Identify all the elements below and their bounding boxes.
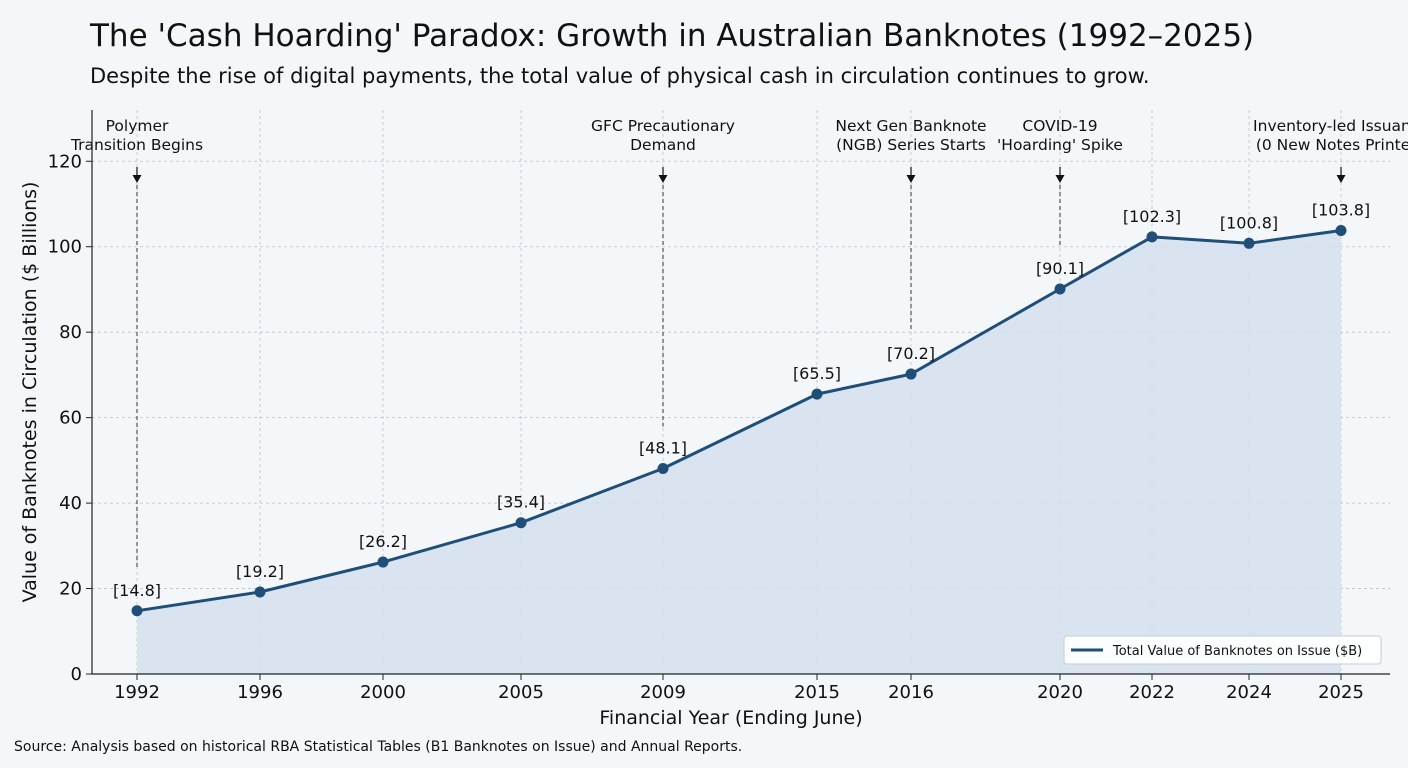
annotation-text: Inventory-led Issuance [1253,117,1408,135]
x-tick-label: 1996 [237,682,283,703]
data-label: [14.8] [113,581,161,600]
x-tick-label: 2024 [1226,682,1272,703]
annotation: Next Gen Banknote(NGB) Series Starts [835,117,987,333]
y-tick-label: 20 [59,579,82,600]
x-tick-label: 2000 [360,682,406,703]
data-label: [100.8] [1220,213,1278,232]
x-tick-label: 2025 [1318,682,1364,703]
data-point [254,586,266,598]
x-axis-label: Financial Year (Ending June) [599,707,862,729]
axes: 0 20 40 60 80 100 120 1992 1996 2000 2005 2009 2015 2… [19,110,1390,729]
x-tick-label: 2020 [1037,682,1083,703]
chart-subtitle: Despite the rise of digital payments, th… [90,64,1150,88]
y-tick-label: 80 [59,322,82,343]
annotation-text: COVID-19 [1022,117,1097,135]
data-point [1335,224,1347,236]
legend-label: Total Value of Banknotes on Issue ($B) [1112,644,1362,659]
data-label: [26.2] [359,532,407,551]
source-note: Source: Analysis based on historical RBA… [14,739,743,755]
y-tick-label: 0 [71,664,82,685]
y-axis-label: Value of Banknotes in Circulation ($ Bil… [19,182,41,603]
x-tick-label: 2005 [498,682,544,703]
data-label: [90.1] [1036,259,1084,278]
annotation-text: 'Hoarding' Spike [997,136,1123,154]
y-tick-label: 40 [59,493,82,514]
legend-frame [1063,635,1382,665]
annotation: COVID-19'Hoarding' Spike [997,117,1123,248]
legend-box: Total Value of Banknotes on Issue ($B) [1063,635,1382,665]
area-layer [137,230,1341,674]
annotation-text: (0 New Notes Printed) [1256,136,1408,154]
data-label: [65.5] [793,364,841,383]
data-label: [70.2] [887,344,935,363]
annotation-arrowhead [906,175,916,183]
data-point [1054,283,1066,295]
y-tick-label: 100 [48,237,82,258]
data-point [1243,237,1255,249]
annotation-arrowhead [1336,175,1346,183]
x-tick-label: 2009 [640,682,686,703]
annotation-arrowhead [132,175,142,183]
annotation-arrowhead [658,175,668,183]
data-label: [19.2] [236,562,284,581]
data-label: [102.3] [1123,207,1181,226]
annotation-arrowhead [1055,175,1065,183]
data-label: [35.4] [497,493,545,512]
data-point [905,368,917,380]
y-tick-label: 60 [59,408,82,429]
data-point [1146,231,1158,243]
annotation-text: Polymer [106,117,169,135]
chart-title: The 'Cash Hoarding' Paradox: Growth in A… [90,18,1255,54]
x-tick-label: 1992 [114,682,160,703]
area-fill [137,230,1341,674]
data-point [131,605,143,617]
annotation-text: (NGB) Series Starts [836,136,986,154]
data-point [657,462,669,474]
data-point [811,388,823,400]
data-point [377,556,389,568]
x-tick-label: 2016 [888,682,934,703]
series-layer: [14.8] [19.2] [26.2] [35.4] [48.1] [65.5] [70.… [113,200,1370,617]
x-tick-label: 2022 [1129,682,1175,703]
y-tick-label: 120 [48,151,82,172]
annotation: Inventory-led Issuance(0 New Notes Print… [1253,117,1408,183]
annotation-text: Transition Begins [70,136,203,154]
annotation-text: GFC Precautionary [591,117,735,135]
data-point [515,517,527,529]
annotation-text: Demand [630,136,696,154]
x-tick-label: 2015 [794,682,840,703]
legend: Total Value of Banknotes on Issue ($B) [1063,635,1382,665]
data-label: [48.1] [639,438,687,457]
data-label: [103.8] [1312,200,1370,219]
annotation-text: Next Gen Banknote [835,117,986,135]
